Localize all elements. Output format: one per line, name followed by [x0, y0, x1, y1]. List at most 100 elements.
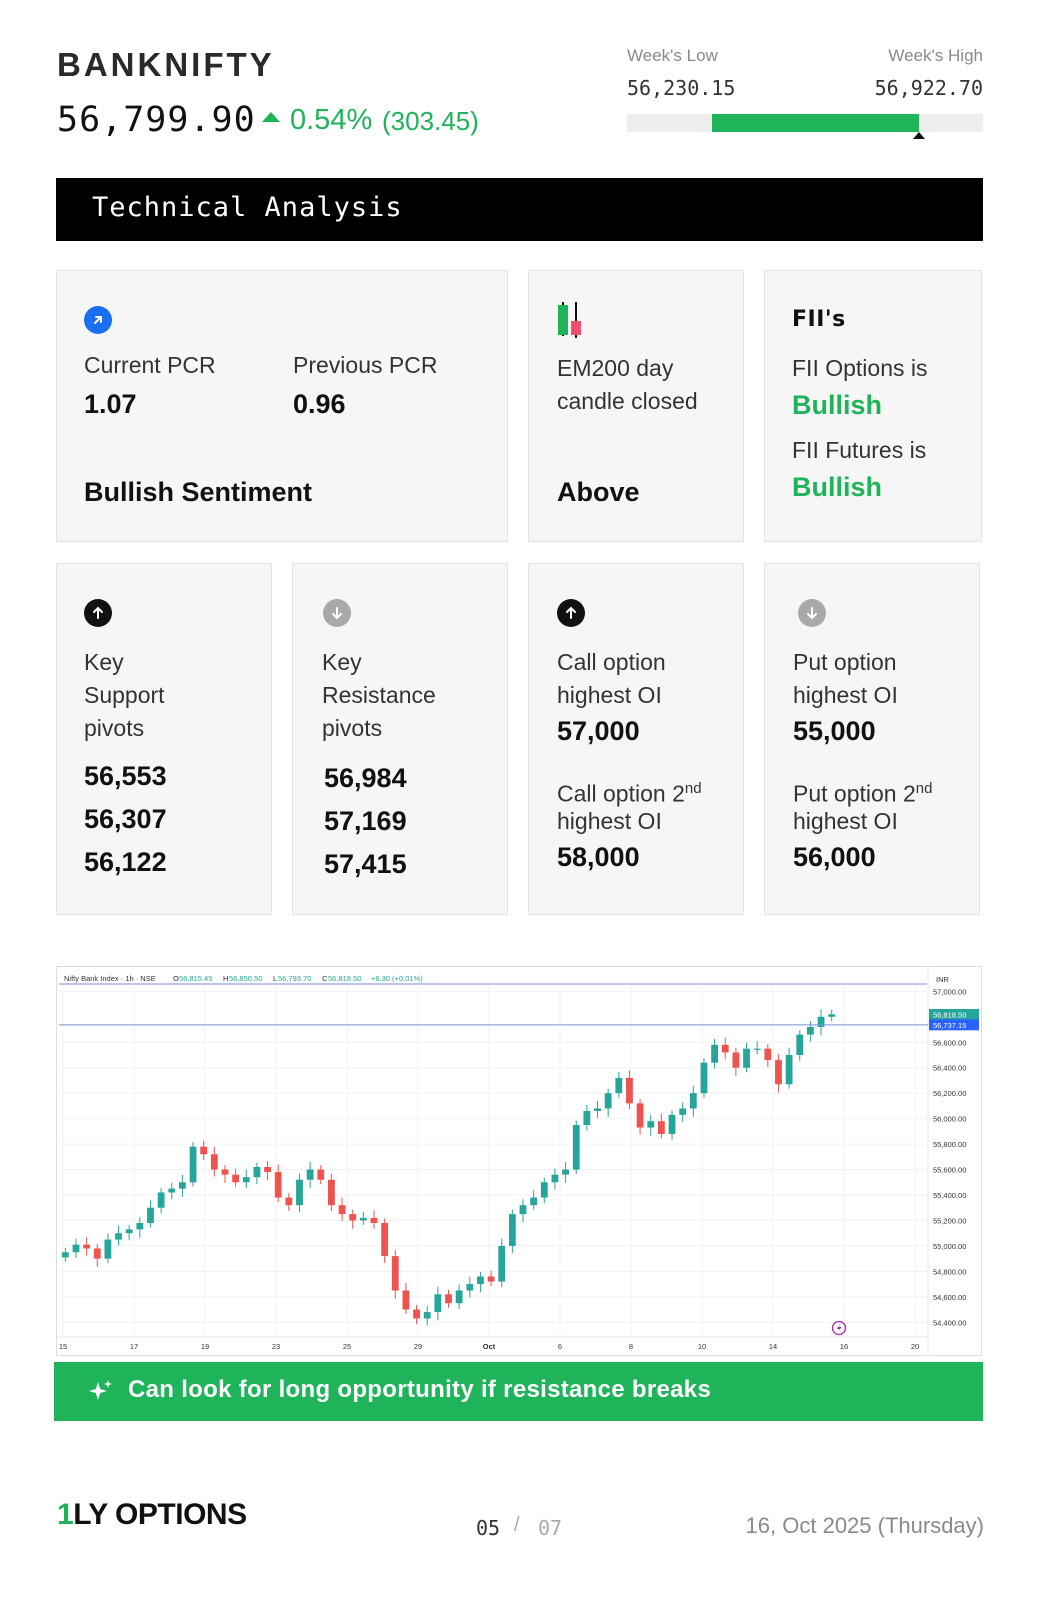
- candle-body: [679, 1108, 687, 1115]
- candle-body: [83, 1244, 91, 1249]
- support-label-line1: Key: [84, 649, 124, 675]
- candle: [530, 1190, 538, 1210]
- candle-body: [168, 1188, 176, 1193]
- fii-futures-value: Bullish: [792, 472, 883, 502]
- x-tick-label: 8: [629, 1342, 633, 1351]
- candle-body: [530, 1197, 538, 1206]
- fii-options-value: Bullish: [792, 390, 883, 420]
- current-price: 56,799.90: [57, 100, 256, 140]
- week-range-marker-icon: [912, 132, 925, 139]
- x-tick-label: 10: [698, 1342, 706, 1351]
- pcr-sentiment: Bullish Sentiment: [84, 477, 313, 507]
- candle-body: [626, 1077, 633, 1104]
- candle: [413, 1305, 420, 1325]
- candle: [157, 1188, 165, 1214]
- previous-pcr-value: 0.96: [293, 389, 346, 419]
- x-tick-label: 25: [343, 1342, 351, 1351]
- candle: [125, 1224, 133, 1241]
- candle-body: [508, 1214, 516, 1246]
- pcr-card: Current PCR 1.07 Previous PCR 0.96 Bulli…: [56, 270, 508, 542]
- candle-body: [455, 1290, 463, 1304]
- support-card: Key Support pivots 56,553 56,307 56,122: [56, 563, 272, 915]
- candle-body: [370, 1217, 378, 1223]
- y-tick-label: 56,600.00: [933, 1038, 966, 1047]
- ohlc-c: 56,818.50: [328, 974, 361, 983]
- candle-body: [817, 1016, 825, 1027]
- call-oi2-label-sup: nd: [684, 780, 702, 797]
- y-tick-label: 56,200.00: [933, 1089, 966, 1098]
- candle-body: [157, 1192, 165, 1208]
- candle-body: [125, 1229, 133, 1234]
- x-tick-label: 14: [769, 1342, 777, 1351]
- current-pcr-value: 1.07: [84, 389, 137, 419]
- ohlc-change: +6.30 (+0.01%): [371, 974, 423, 983]
- candle: [232, 1168, 240, 1187]
- current-pcr-label: Current PCR: [84, 352, 216, 378]
- candle-body: [104, 1239, 112, 1259]
- put-oi-value: 55,000: [793, 716, 876, 746]
- candle: [551, 1168, 559, 1190]
- x-tick-label: 16: [840, 1342, 848, 1351]
- candle-body: [381, 1223, 389, 1257]
- ticker-symbol: BANKNIFTY: [57, 46, 275, 83]
- candle-body: [253, 1167, 261, 1178]
- candle-body: [743, 1048, 750, 1068]
- banner-text: Can look for long opportunity if resista…: [128, 1376, 712, 1403]
- x-tick-label: 20: [911, 1342, 919, 1351]
- candle-body: [402, 1290, 410, 1310]
- candle-body: [274, 1172, 282, 1198]
- currency-label: INR: [936, 975, 950, 984]
- put-oi2-label-line1: Put option 2nd: [793, 772, 932, 811]
- candle: [615, 1071, 623, 1098]
- candle: [466, 1276, 474, 1298]
- candle: [487, 1270, 495, 1286]
- candle-body: [413, 1309, 420, 1319]
- caret-up-icon: [262, 112, 280, 122]
- candlestick-icon: [557, 301, 583, 344]
- ohlc-h: 56,850.50: [229, 974, 262, 983]
- candle: [679, 1102, 687, 1122]
- candle: [168, 1182, 176, 1200]
- y-tick-label: 57,000.00: [933, 987, 966, 996]
- logo-text: LY OPTIONS: [73, 1498, 247, 1531]
- x-tick-label: 23: [272, 1342, 280, 1351]
- y-tick-label: 55,800.00: [933, 1140, 966, 1149]
- candle: [753, 1041, 761, 1055]
- candle-body: [711, 1044, 719, 1063]
- chart-canvas[interactable]: Nifty Bank Index · 1h · NSE O 56,815.45 …: [57, 967, 981, 1355]
- candle-body: [551, 1174, 559, 1183]
- candle-body: [285, 1197, 293, 1206]
- x-tick-label: 6: [558, 1342, 562, 1351]
- lightning-icon: [831, 1320, 847, 1336]
- week-high-value: 56,922.70: [874, 76, 983, 100]
- candle-body: [136, 1223, 144, 1230]
- candle-body: [668, 1114, 676, 1134]
- week-high-label: Week's High: [888, 46, 983, 65]
- candle: [689, 1085, 697, 1117]
- candle-body: [753, 1048, 761, 1050]
- candle-body: [828, 1014, 836, 1017]
- candle-body: [689, 1093, 697, 1109]
- page-separator: /: [514, 1514, 520, 1536]
- candle: [296, 1173, 303, 1213]
- change-absolute: (303.45): [382, 106, 479, 136]
- candle-body: [540, 1182, 548, 1198]
- put-oi2-label-text: Put option 2: [793, 780, 916, 807]
- call-oi-value: 57,000: [557, 716, 640, 746]
- candle-body: [764, 1048, 772, 1061]
- ohlc-o: 56,815.45: [179, 974, 212, 983]
- candle: [477, 1272, 484, 1293]
- candle: [594, 1100, 601, 1118]
- candle: [93, 1244, 101, 1267]
- section-title: Technical Analysis: [92, 192, 403, 223]
- candles: [61, 1009, 836, 1326]
- candle: [242, 1169, 250, 1188]
- candle: [434, 1286, 442, 1321]
- candle-body: [210, 1154, 218, 1170]
- fii-options-label: FII Options is: [792, 355, 928, 381]
- candle: [519, 1199, 527, 1223]
- price-chart[interactable]: Nifty Bank Index · 1h · NSE O 56,815.45 …: [56, 966, 982, 1356]
- candle: [200, 1140, 208, 1160]
- candle: [72, 1238, 80, 1258]
- sparkle-icon: [88, 1379, 114, 1410]
